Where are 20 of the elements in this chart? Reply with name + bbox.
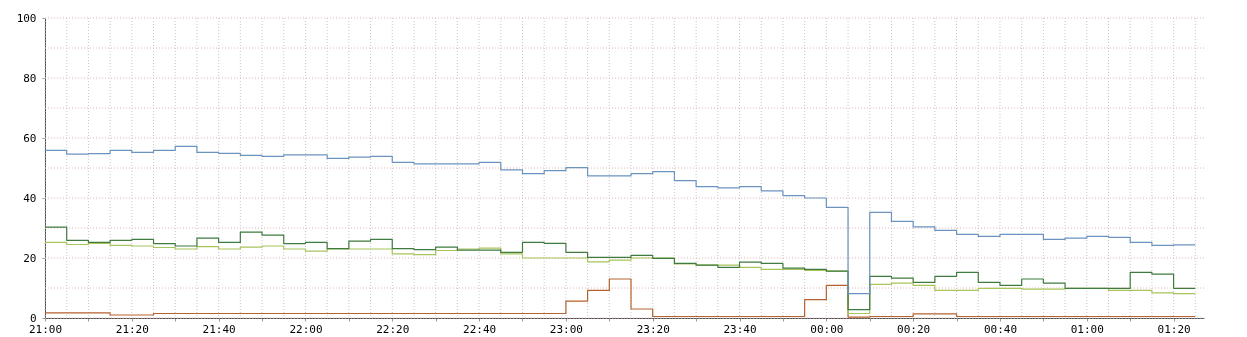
y-tick-label: 40 [23, 191, 37, 205]
x-tick-label: 21:00 [28, 322, 63, 336]
y-tick-label: 20 [23, 251, 37, 265]
x-tick-label: 00:20 [897, 322, 931, 336]
x-tick-label: 01:00 [1070, 322, 1104, 336]
x-tick-label: 23:40 [723, 322, 757, 336]
x-tick-label: 22:20 [376, 322, 410, 336]
x-tick-label: 21:40 [202, 322, 236, 336]
y-tick-label: 100 [16, 11, 37, 25]
y-tick-label: 80 [23, 71, 37, 85]
x-tick-label: 01:20 [1157, 322, 1191, 336]
x-tick-label: 21:20 [115, 322, 149, 336]
x-tick-label: 00:40 [983, 322, 1018, 336]
x-tick-label: 22:40 [463, 322, 497, 336]
x-tick-label: 23:20 [636, 322, 670, 336]
y-tick-label: 60 [23, 131, 37, 145]
y-tick-label: 0 [29, 311, 37, 325]
x-tick-label: 22:00 [289, 322, 323, 336]
x-tick-label: 23:00 [549, 322, 583, 336]
x-tick-label: 00:00 [810, 322, 844, 336]
